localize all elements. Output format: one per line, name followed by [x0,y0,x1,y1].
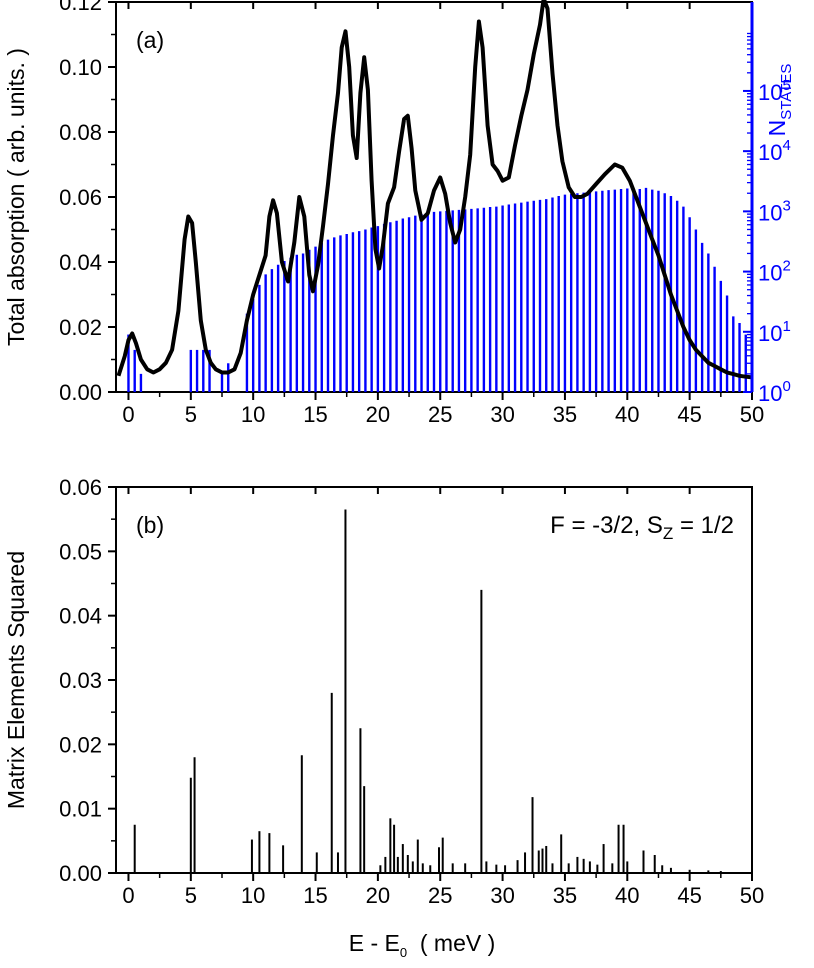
y2-tick-label: 103 [758,197,791,225]
y-tick-label: 0.06 [59,475,102,500]
panel-b-y-ticks: 0.00 0.01 0.02 0.03 0.04 0.05 0.06 [59,475,116,886]
y-tick-label: 0.08 [59,120,102,145]
panel-b-x-axis-title: E - E0 ( meV ) [349,930,496,960]
y-tick-label: 0.00 [59,380,102,405]
panel-b-tag: (b) [136,512,164,538]
x-tick-label: 45 [677,402,701,427]
y-tick-label: 0.01 [59,797,102,822]
panel-b: (b) F = -3/2, SZ = 1/2 Matrix Elements S… [3,475,764,960]
y2-tick-label: 105 [758,77,791,105]
panel-a-y2-ticks: 100 101 102 103 104 105 [743,2,791,406]
y-tick-label: 0.04 [59,604,102,629]
y2-tick-label: 101 [758,318,791,346]
panel-a-y-axis-title: Total absorption ( arb. units. ) [3,48,29,346]
x-tick-label: 25 [428,883,452,908]
panel-a-x-ticks: 0 5 10 15 20 25 30 35 40 45 50 [122,2,764,427]
y-tick-label: 0.00 [59,861,102,886]
x-tick-label: 5 [185,883,197,908]
x-tick-label: 5 [185,402,197,427]
x-tick-label: 0 [122,402,134,427]
y2-tick-label: 104 [758,137,791,165]
y-tick-label: 0.06 [59,185,102,210]
x-tick-label: 45 [677,883,701,908]
x-tick-label: 50 [740,402,764,427]
panel-b-annotation: F = -3/2, SZ = 1/2 [550,512,734,543]
x-tick-label: 15 [303,883,327,908]
y-tick-label: 0.02 [59,732,102,757]
y2-title-sub: STATES [778,64,795,120]
panel-a-state-bars [127,187,747,392]
panel-b-matrix-bars [133,509,722,873]
y-tick-label: 0.12 [59,0,102,15]
absorption-curve [116,0,753,380]
x-tick-label: 40 [615,883,639,908]
y-tick-label: 0.05 [59,539,102,564]
x-tick-label: 20 [366,883,390,908]
x-tick-label: 10 [241,402,265,427]
x-tick-label: 10 [241,883,265,908]
y-tick-label: 0.02 [59,315,102,340]
panel-b-frame [115,486,753,874]
x-tick-label: 25 [428,402,452,427]
x-tick-label: 40 [615,402,639,427]
x-tick-label: 30 [490,402,514,427]
y-tick-label: 0.03 [59,668,102,693]
x-tick-label: 20 [366,402,390,427]
y-tick-label: 0.04 [59,250,102,275]
panel-b-y-axis-title: Matrix Elements Squared [3,551,29,809]
y2-tick-label: 102 [758,258,791,286]
panel-b-x-ticks: 0 5 10 15 20 25 30 35 40 45 50 [122,487,764,908]
x-tick-label: 35 [553,883,577,908]
svg-text:NSTATES: NSTATES [764,64,795,137]
panel-a-y-ticks: 0.00 0.02 0.04 0.06 0.08 0.10 0.12 [59,0,116,405]
x-tick-label: 15 [303,402,327,427]
x-tick-label: 30 [490,883,514,908]
panel-a: (a) Total absorption ( arb. units. ) NST… [3,0,795,427]
y-tick-label: 0.10 [59,55,102,80]
panel-a-y2-axis-title: NSTATES [764,64,795,137]
x-tick-label: 0 [122,883,134,908]
x-tick-label: 50 [740,883,764,908]
x-tick-label: 35 [553,402,577,427]
y2-tick-label: 100 [758,378,791,406]
panel-a-tag: (a) [136,27,164,53]
y2-title-main: N [764,120,790,137]
